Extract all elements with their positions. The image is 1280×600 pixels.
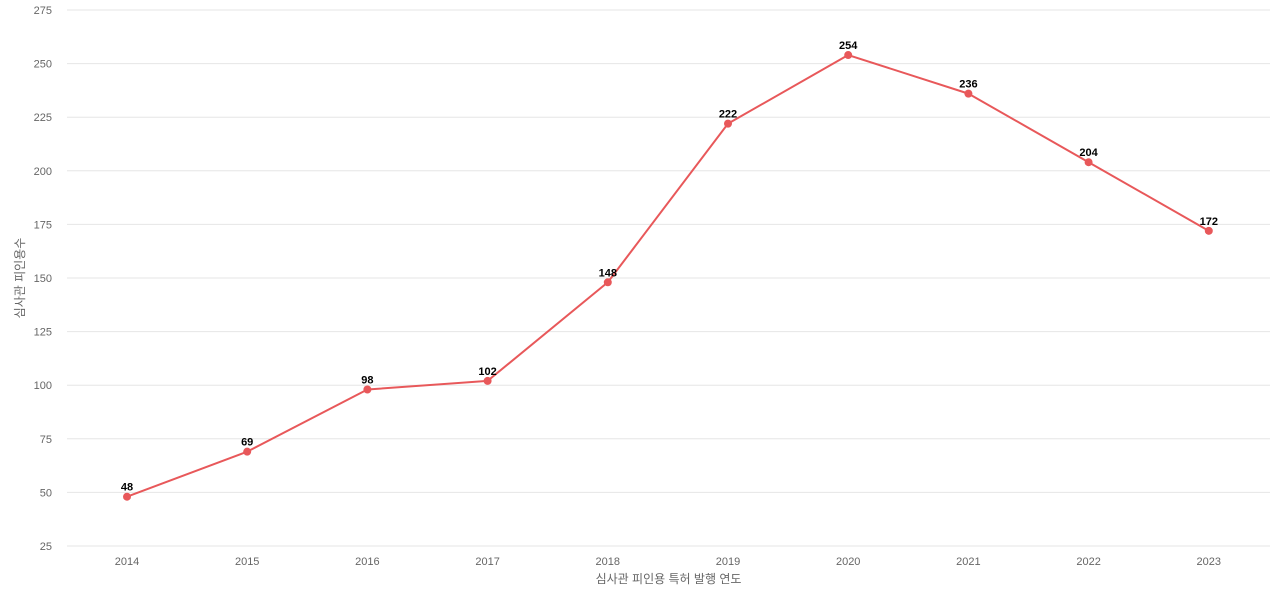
data-label: 254	[839, 40, 858, 52]
x-axis-ticks: 2014 2015 2016 2017 2018 2019 2020 2021 2022 2023	[115, 556, 1221, 568]
y-tick-label: 100	[34, 380, 52, 392]
data-label: 236	[959, 79, 977, 91]
data-point[interactable]	[724, 119, 732, 128]
series-line	[126, 54, 1210, 498]
x-tick-label: 2019	[716, 556, 740, 568]
y-tick-label: 75	[40, 434, 52, 446]
y-tick-label: 225	[34, 112, 52, 124]
data-points	[123, 51, 1213, 501]
y-tick-label: 25	[40, 541, 52, 553]
y-axis-ticks: 25 50 75 100 125 150 175 200 225 250 275	[34, 5, 52, 553]
y-tick-label: 250	[34, 59, 52, 71]
data-label: 204	[1079, 147, 1098, 159]
x-tick-label: 2017	[475, 556, 499, 568]
x-tick-label: 2014	[115, 556, 139, 568]
data-label: 69	[241, 437, 253, 449]
y-tick-label: 200	[34, 166, 52, 178]
x-tick-label: 2015	[235, 556, 259, 568]
data-label: 48	[121, 482, 133, 494]
x-tick-label: 2016	[355, 556, 379, 568]
y-tick-label: 175	[34, 219, 52, 231]
y-tick-label: 275	[34, 5, 52, 17]
y-tick-label: 50	[40, 487, 52, 499]
data-label: 102	[478, 366, 496, 378]
data-point[interactable]	[844, 51, 853, 60]
x-tick-label: 2020	[836, 556, 860, 568]
data-label: 98	[361, 374, 373, 386]
data-point[interactable]	[483, 376, 492, 385]
data-label: 148	[599, 267, 617, 279]
data-point[interactable]	[964, 89, 973, 98]
y-axis-title: 심사관 피인용수	[13, 238, 27, 319]
x-tick-label: 2018	[596, 556, 620, 568]
data-labels: 48 69 98 102 148 222 254 236 204 172	[121, 40, 1218, 494]
x-tick-label: 2021	[956, 556, 980, 568]
data-point[interactable]	[1204, 226, 1213, 235]
data-point[interactable]	[1084, 158, 1093, 167]
data-point[interactable]	[243, 447, 252, 456]
y-tick-label: 125	[34, 327, 52, 339]
data-label: 172	[1200, 216, 1218, 228]
y-tick-label: 150	[34, 273, 52, 285]
data-point[interactable]	[363, 385, 372, 394]
series-line-group	[126, 54, 1210, 498]
x-tick-label: 2022	[1076, 556, 1100, 568]
x-tick-label: 2023	[1197, 556, 1221, 568]
data-point[interactable]	[123, 492, 131, 501]
data-label: 222	[719, 109, 737, 121]
grid-lines	[67, 9, 1270, 547]
x-axis-title: 심사관 피인용 특허 발행 연도	[596, 571, 742, 586]
data-point[interactable]	[603, 278, 612, 287]
